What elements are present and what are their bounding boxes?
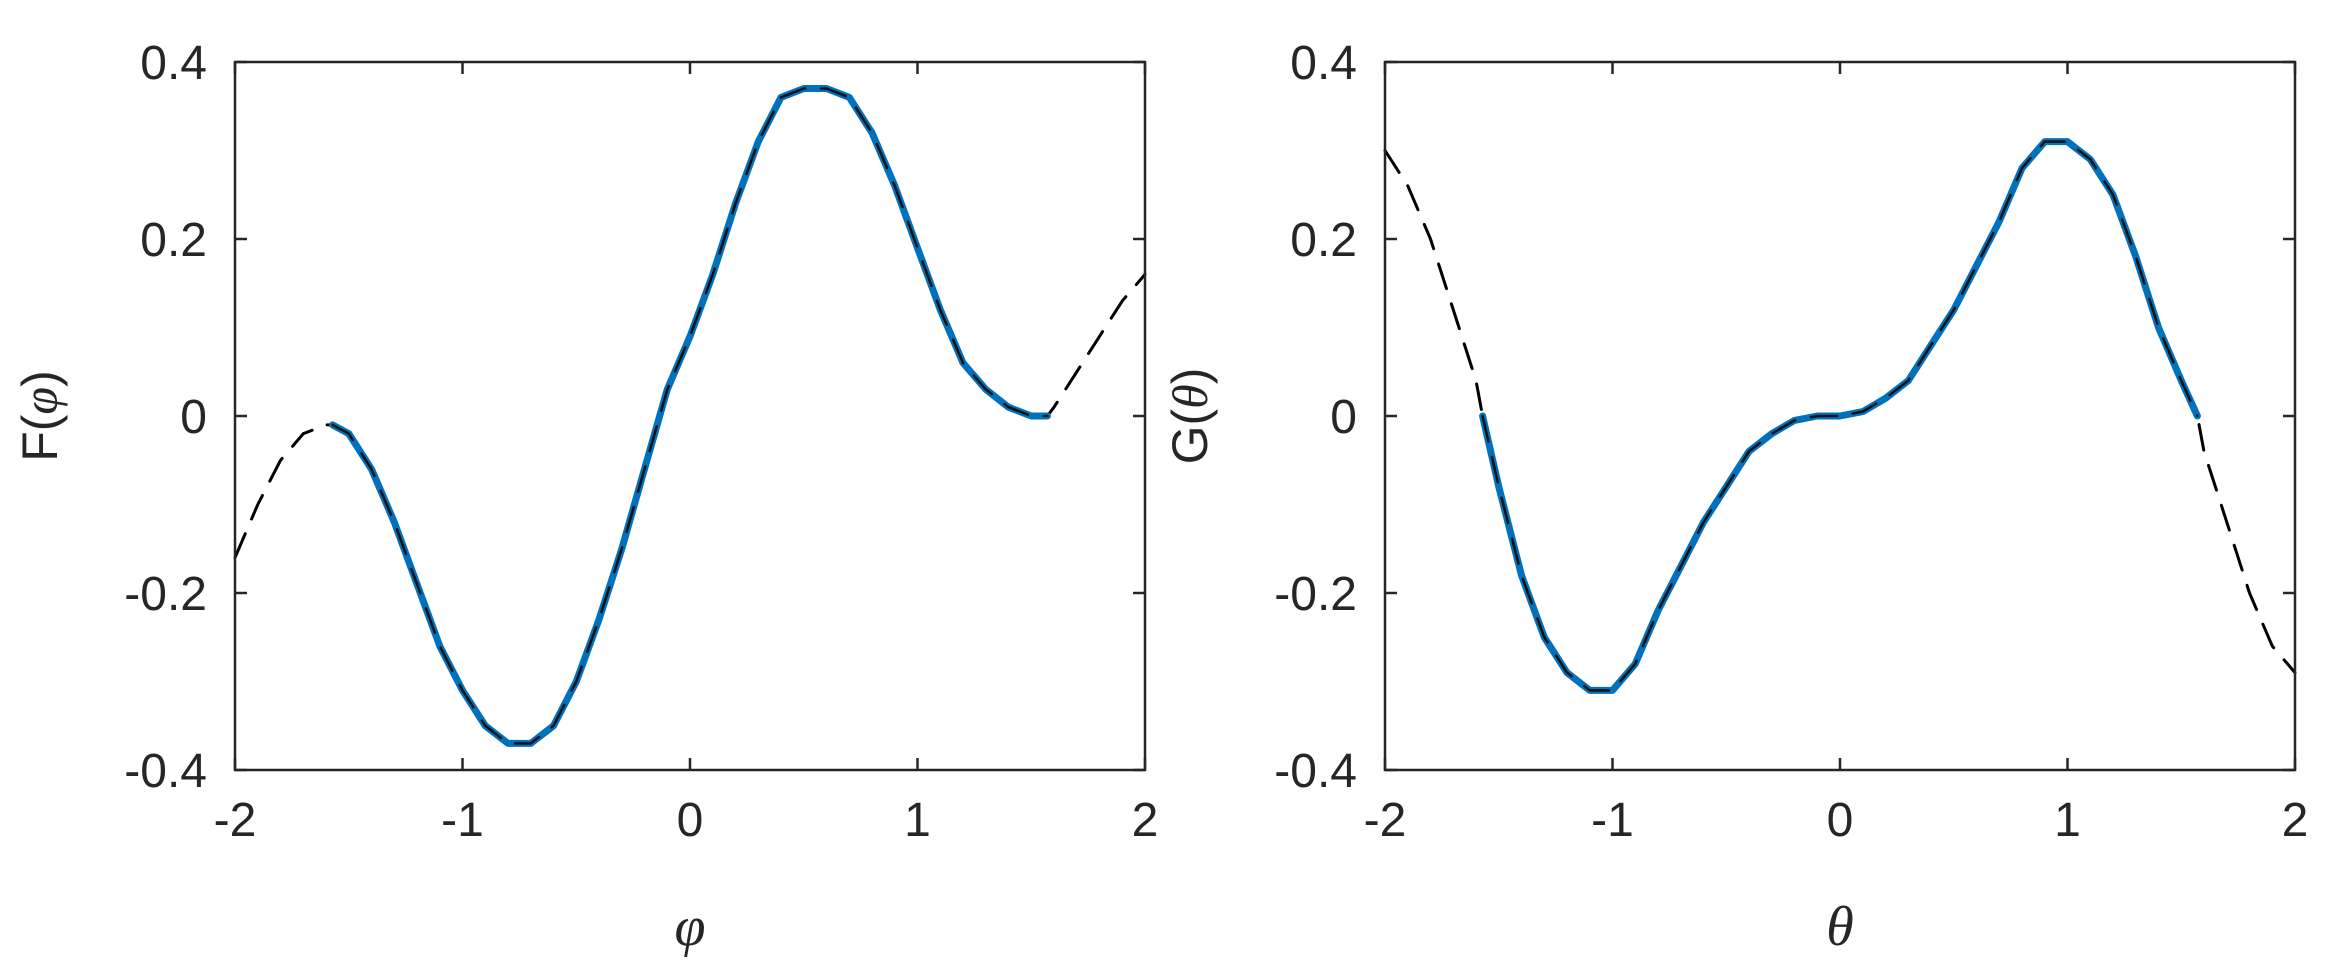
right-x-tick-label: 2 [2282, 794, 2309, 847]
left-series-dashed-line [233, 87, 1147, 745]
left-y-axis-label-suffix: ) [12, 370, 68, 387]
left-chart-panel: -2 -1 0 1 2-0.4-0.200.20.4φF(φ) [12, 37, 1158, 958]
right-y-axis-label-prefix: G( [1162, 408, 1218, 464]
right-x-tick-label: -2 [1364, 794, 1407, 847]
left-x-tick-label: 0 [677, 794, 704, 847]
right-x-tick-label: 1 [2054, 794, 2081, 847]
left-y-axis-label: F(φ) [12, 370, 68, 462]
right-y-axis-label-suffix: ) [1162, 368, 1218, 385]
left-y-axis-label-prefix: F( [12, 414, 68, 462]
left-x-tick-label: -1 [441, 794, 484, 847]
left-x-axis-label: φ [675, 896, 706, 958]
left-y-tick-label: -0.4 [124, 745, 207, 798]
right-series-overlay-line [1481, 140, 2199, 692]
right-x-tick-label: -1 [1591, 794, 1634, 847]
left-axes-box [233, 60, 1147, 772]
right-y-tick-label: 0 [1330, 391, 1357, 444]
right-y-tick-label: -0.4 [1274, 745, 1357, 798]
right-y-tick-label: 0.4 [1290, 37, 1357, 90]
right-series-solid-line [1479, 138, 2201, 694]
left-y-tick-label: 0.2 [140, 214, 207, 267]
right-y-axis-label: G(θ) [1162, 368, 1218, 465]
right-chart-panel: -2 -1 0 1 2-0.4-0.200.20.4θG(θ) [1162, 37, 2308, 958]
left-x-tick-label: 1 [904, 794, 931, 847]
right-y-axis-label-symbol: θ [1162, 384, 1218, 409]
right-x-axis-label: θ [1826, 896, 1854, 958]
right-y-tick-label: 0.2 [1290, 214, 1357, 267]
right-y-tick-label: -0.2 [1274, 568, 1357, 621]
left-y-tick-label: 0.4 [140, 37, 207, 90]
left-series-solid-line [329, 85, 1051, 747]
left-y-tick-label: 0 [180, 391, 207, 444]
left-x-tick-label: 2 [1132, 794, 1159, 847]
left-y-tick-label: -0.2 [124, 568, 207, 621]
right-x-tick-label: 0 [1827, 794, 1854, 847]
left-series-overlay-line [331, 87, 1049, 745]
left-x-tick-label: -2 [214, 794, 257, 847]
left-y-axis-label-symbol: φ [12, 387, 68, 415]
